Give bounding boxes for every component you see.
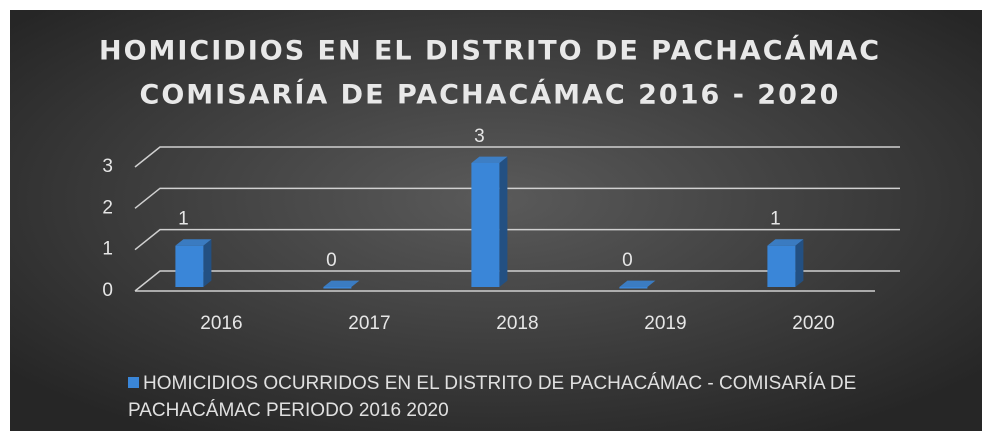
x-tick-label: 2018	[496, 313, 538, 334]
chart-title: HOMICIDIOS EN EL DISTRITO DE PACHACÁMAC	[99, 35, 881, 67]
bar	[767, 245, 796, 287]
bar-side	[499, 156, 508, 287]
data-label: 3	[474, 126, 485, 147]
grid-line	[134, 187, 900, 209]
bar-top	[175, 239, 212, 246]
bar-side	[203, 239, 212, 287]
chart-title: COMISARÍA DE PACHACÁMAC 2016 - 2020	[140, 79, 841, 111]
bar-side	[795, 239, 804, 287]
y-tick-label: 2	[102, 197, 113, 218]
bar-top	[323, 280, 360, 287]
bar	[471, 163, 500, 287]
legend-swatch	[128, 377, 139, 388]
grid-line	[134, 270, 900, 292]
y-tick-label: 3	[102, 156, 113, 177]
x-tick-label: 2016	[200, 313, 242, 334]
x-tick-label: 2020	[792, 313, 834, 334]
bar-top	[767, 239, 804, 246]
bar-top	[471, 156, 508, 163]
grid-line	[134, 228, 900, 251]
grid-line	[134, 146, 900, 168]
x-tick-label: 2017	[348, 313, 390, 334]
bar	[175, 245, 204, 287]
x-tick-label: 2019	[644, 313, 686, 334]
bar-top	[619, 280, 656, 287]
y-tick-label: 0	[102, 280, 113, 301]
legend: HOMICIDIOS OCURRIDOS EN EL DISTRITO DE P…	[128, 370, 918, 424]
bar	[619, 287, 648, 289]
y-tick-label: 1	[102, 239, 113, 260]
data-label: 0	[622, 250, 633, 271]
legend-label: HOMICIDIOS OCURRIDOS EN EL DISTRITO DE P…	[128, 373, 857, 421]
bar	[323, 287, 352, 289]
data-label: 1	[178, 209, 189, 230]
data-label: 1	[770, 209, 781, 230]
data-label: 0	[326, 250, 337, 271]
